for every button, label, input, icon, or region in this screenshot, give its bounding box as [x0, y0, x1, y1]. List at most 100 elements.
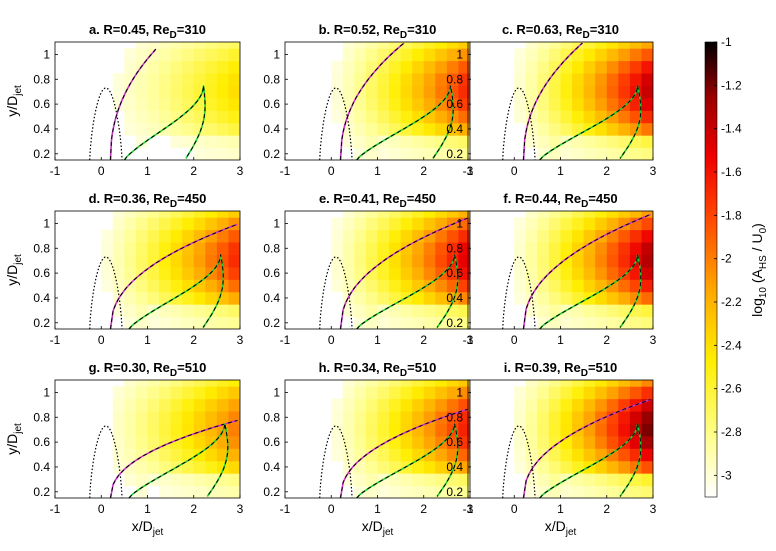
- heatmap-cell: [458, 460, 470, 474]
- heatmap-cell: [182, 211, 195, 218]
- heatmap-cell: [342, 42, 355, 49]
- heatmap-cell: [135, 97, 148, 111]
- heatmap-cell: [193, 380, 206, 387]
- y-tick-label: 0.4: [446, 291, 463, 305]
- panel-a: -1 0 1 2 3 0.2 0.4 0.6 0.8 1 a. R=0.45, ReD=310 y/D…: [4, 22, 244, 178]
- heatmap-cell: [537, 242, 550, 255]
- heatmap-cell: [112, 304, 125, 318]
- heatmap-cell: [618, 485, 631, 498]
- heatmap-cell: [606, 211, 619, 218]
- heatmap-cell: [389, 60, 402, 74]
- heatmap-cell: [342, 411, 355, 424]
- heatmap-cell: [435, 460, 448, 474]
- heatmap-cell: [435, 110, 448, 124]
- heatmap-cell: [400, 473, 413, 487]
- heatmap-cell: [618, 147, 631, 160]
- heatmap-cell: [435, 85, 448, 99]
- x-tick-label: 2: [190, 164, 197, 178]
- heatmap-cell: [548, 254, 561, 268]
- heatmap-cell: [514, 448, 527, 462]
- heatmap-cell: [182, 85, 195, 99]
- y-tick-label: 1: [273, 385, 280, 399]
- heatmap-cell: [228, 423, 240, 437]
- heatmap-cell: [124, 60, 137, 74]
- trajectory-curve-dash: [340, 408, 468, 498]
- heatmap-cell: [170, 85, 183, 99]
- heatmap-cell: [548, 147, 561, 160]
- heatmap-cell: [412, 242, 425, 255]
- heatmap-cell: [560, 110, 573, 124]
- heatmap-cell: [618, 254, 631, 268]
- heatmap-cell: [583, 229, 596, 243]
- heatmap-cell: [583, 266, 596, 280]
- x-tick-label: 1: [374, 502, 381, 516]
- heatmap-cell: [458, 147, 470, 160]
- heatmap-cell: [435, 97, 448, 111]
- heatmap-cell: [435, 229, 448, 243]
- contour-curve-dash: [128, 254, 224, 329]
- heatmap-cell: [595, 73, 608, 86]
- heatmap-cell: [583, 73, 596, 86]
- heatmap-cell: [572, 135, 585, 149]
- x-tick-label: 0: [98, 502, 105, 516]
- heatmap-cell: [514, 254, 527, 268]
- panel-title: b. R=0.52, ReD=310: [319, 22, 437, 41]
- y-tick-label: 0.2: [33, 147, 50, 161]
- heatmap-cell: [641, 147, 653, 160]
- heatmap-cell: [514, 411, 527, 424]
- heatmap-cell: [342, 48, 355, 62]
- heatmap-cell: [216, 411, 229, 424]
- heatmap-cell: [124, 316, 137, 329]
- heatmap-cell: [193, 42, 206, 49]
- heatmap-cell: [595, 42, 608, 49]
- heatmap-cell: [112, 229, 125, 243]
- heatmap-cell: [124, 266, 137, 280]
- heatmap-cell: [548, 110, 561, 124]
- y-tick-label: 0.4: [263, 122, 280, 136]
- x-tick-label: -1: [463, 502, 474, 516]
- heatmap-cell: [193, 316, 206, 329]
- heatmap-cell: [147, 97, 160, 111]
- heatmap-cell: [112, 85, 125, 99]
- heatmap-cell: [572, 85, 585, 99]
- heatmap-cell: [606, 411, 619, 424]
- heatmap-cell: [641, 316, 653, 329]
- heatmap-cell: [629, 147, 642, 160]
- colorbar-tick-label: -1.4: [721, 122, 742, 136]
- heatmap-cell: [618, 279, 631, 293]
- heatmap-cell: [423, 122, 436, 136]
- heatmap-cell: [458, 122, 470, 136]
- heatmap-cell: [228, 435, 240, 449]
- heatmap-cell: [525, 386, 538, 400]
- heatmap-cell: [548, 435, 561, 449]
- heatmap-cell: [182, 473, 195, 487]
- heatmap-cell: [446, 73, 459, 86]
- heatmap-cell: [548, 242, 561, 255]
- heatmap-cell: [112, 423, 125, 437]
- heatmap-cell: [618, 110, 631, 124]
- heatmap-cell: [629, 386, 642, 400]
- heatmap-cell: [135, 135, 148, 149]
- heatmap-cell: [560, 42, 573, 49]
- heatmap-cell: [342, 386, 355, 400]
- heatmap-cell: [446, 485, 459, 498]
- heatmap-cell: [525, 73, 538, 86]
- heatmap-cell: [595, 380, 608, 387]
- heatmap-cell: [365, 380, 378, 387]
- heatmap-cell: [537, 304, 550, 318]
- y-tick-label: 0.8: [33, 241, 50, 255]
- heatmap-cell: [435, 448, 448, 462]
- heatmap-cell: [560, 386, 573, 400]
- heatmap-cell: [205, 73, 218, 86]
- heatmap-cell: [147, 386, 160, 400]
- y-tick-label: 1: [43, 216, 50, 230]
- heatmap-cell: [205, 316, 218, 329]
- heatmap-cell: [400, 48, 413, 62]
- heatmap-cell: [572, 398, 585, 412]
- heatmap-cell: [205, 435, 218, 449]
- heatmap-cell: [423, 135, 436, 149]
- heatmap-cell: [641, 266, 653, 280]
- heatmap-cell: [377, 485, 390, 498]
- heatmap-cell: [205, 411, 218, 424]
- colorbar-tick-label: -2.2: [721, 295, 742, 309]
